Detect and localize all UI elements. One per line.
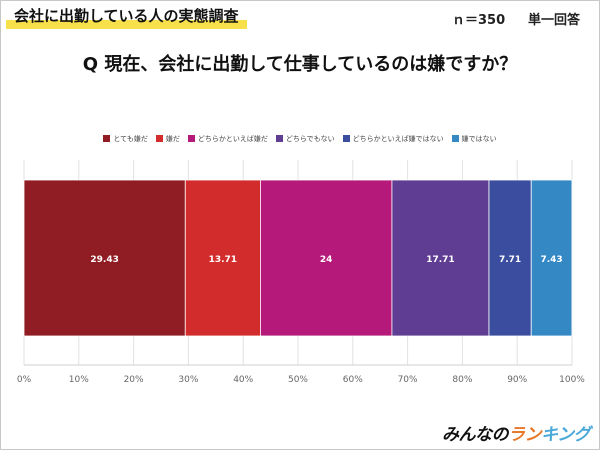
- brand-logo-part1: みんなの: [442, 425, 509, 445]
- chart-legend: とても嫌だ 嫌だ どちらかといえば嫌だ どちらでもない どちらかといえば嫌ではない 嫌では…: [0, 134, 600, 144]
- legend-label: 嫌ではない: [461, 135, 497, 143]
- x-tick-label: 90%: [507, 375, 527, 385]
- legend-label: 嫌だ: [165, 135, 180, 143]
- legend-item[interactable]: 嫌だ: [155, 134, 180, 144]
- answer-type: 単一回答: [528, 13, 581, 28]
- data-label: 17.71: [426, 255, 454, 265]
- survey-title: 会社に出勤している人の実態調査: [6, 5, 247, 29]
- brand-logo-part3: キング: [541, 425, 591, 445]
- legend-item[interactable]: どちらかといえば嫌だ: [187, 134, 268, 144]
- legend-item[interactable]: とても嫌だ: [103, 134, 148, 144]
- data-label: 29.43: [90, 255, 118, 265]
- legend-label: とても嫌だ: [113, 135, 148, 143]
- legend-label: どちらかといえば嫌ではない: [352, 135, 444, 143]
- x-tick-label: 60%: [343, 375, 363, 385]
- legend-item[interactable]: どちらでもない: [275, 134, 335, 144]
- data-label: 24: [320, 255, 333, 265]
- data-label: 13.71: [209, 255, 237, 265]
- x-tick-label: 10%: [69, 375, 89, 385]
- legend-swatch: [342, 135, 350, 142]
- brand-logo-part2: ラン: [508, 425, 542, 445]
- x-tick-label: 40%: [233, 375, 253, 385]
- bar-segment: [184, 179, 261, 337]
- data-label: 7.71: [499, 255, 521, 265]
- bar-segment: [530, 179, 573, 337]
- data-label: 7.43: [540, 255, 562, 265]
- legend-swatch: [451, 135, 459, 142]
- x-tick-label: 0%: [17, 375, 32, 385]
- legend-item[interactable]: どちらかといえば嫌ではない: [342, 134, 444, 144]
- x-tick-label: 50%: [288, 375, 308, 385]
- bar-segment: [260, 179, 393, 337]
- bar-segment: [488, 179, 532, 337]
- brand-logo: みんなのランキング: [442, 420, 591, 445]
- x-tick-label: 20%: [124, 375, 144, 385]
- legend-label: どちらでもない: [285, 135, 335, 143]
- legend-item[interactable]: 嫌ではない: [451, 134, 497, 144]
- stacked-bar-chart: 29.43 13.71 24 17.71 7.71 7.43 0% 10% 20% 30% 40% 5…: [17, 160, 585, 385]
- legend-swatch: [103, 135, 111, 142]
- x-tick-label: 100%: [559, 375, 585, 385]
- bar-segment: [391, 179, 490, 337]
- legend-swatch: [155, 135, 163, 142]
- bar-segment: [23, 179, 186, 337]
- question-title: Q 現在、会社に出勤して仕事しているのは嫌ですか？: [82, 54, 518, 75]
- legend-label: どちらかといえば嫌だ: [197, 135, 268, 143]
- x-tick-label: 80%: [452, 375, 472, 385]
- legend-swatch: [275, 135, 283, 142]
- sample-size: ｎ＝350: [452, 13, 506, 28]
- legend-swatch: [187, 135, 195, 142]
- x-tick-label: 30%: [178, 375, 198, 385]
- x-tick-label: 70%: [398, 375, 418, 385]
